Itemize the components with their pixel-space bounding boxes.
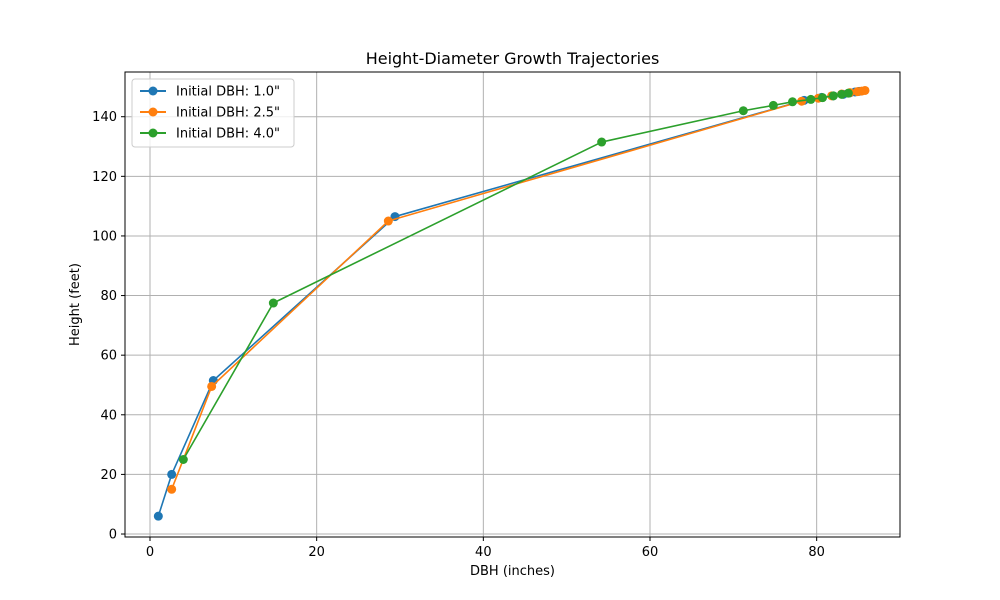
legend-box xyxy=(131,78,295,148)
data-point xyxy=(837,89,847,99)
legend-item: Initial DBH: 2.5" xyxy=(140,106,280,121)
data-point xyxy=(738,106,748,116)
axes-frame xyxy=(124,71,901,538)
y-tick-label: 100 xyxy=(92,229,117,244)
data-point xyxy=(843,88,853,98)
legend-label: Initial DBH: 4.0" xyxy=(176,127,280,142)
data-point xyxy=(806,94,816,104)
x-axis-label: DBH (inches) xyxy=(470,564,555,579)
ticks: 0 20 40 60 80 0 20 40 60 80 100 120 140 xyxy=(92,110,825,560)
x-tick-label: 40 xyxy=(475,545,492,560)
legend-marker xyxy=(148,86,158,96)
x-tick-label: 20 xyxy=(308,545,325,560)
series-3 xyxy=(178,88,853,464)
legend-item: Initial DBH: 1.0" xyxy=(140,85,280,100)
y-tick-label: 120 xyxy=(92,170,117,185)
y-tick-label: 20 xyxy=(100,468,117,483)
data-point xyxy=(178,455,188,464)
y-tick-label: 0 xyxy=(109,528,117,543)
data-point xyxy=(167,484,177,494)
y-tick-label: 140 xyxy=(92,110,117,125)
legend-marker xyxy=(148,128,158,138)
data-point xyxy=(268,298,278,308)
y-tick-label: 60 xyxy=(100,349,117,364)
data-point xyxy=(597,137,607,147)
data-point xyxy=(207,381,217,391)
data-point xyxy=(860,85,870,95)
data-point xyxy=(153,511,163,521)
legend: Initial DBH: 1.0" Initial DBH: 2.5" Init… xyxy=(131,78,295,148)
data-point xyxy=(818,93,827,103)
grid xyxy=(125,72,900,537)
legend-marker xyxy=(148,107,158,117)
x-tick-label: 0 xyxy=(146,545,154,560)
x-tick-label: 80 xyxy=(808,545,825,560)
x-tick-label: 60 xyxy=(642,545,659,560)
y-axis-label: Height (feet) xyxy=(68,263,83,346)
data-point xyxy=(167,469,177,479)
data-point xyxy=(383,216,393,226)
data-point xyxy=(768,100,778,110)
series-layer xyxy=(153,85,870,521)
data-point xyxy=(828,91,838,101)
y-tick-label: 40 xyxy=(100,408,117,423)
legend-label: Initial DBH: 1.0" xyxy=(176,85,280,100)
chart-title: Height-Diameter Growth Trajectories xyxy=(366,49,660,68)
y-tick-label: 80 xyxy=(100,289,117,304)
legend-item: Initial DBH: 4.0" xyxy=(140,127,280,142)
legend-label: Initial DBH: 2.5" xyxy=(176,106,280,121)
data-point xyxy=(788,97,797,107)
